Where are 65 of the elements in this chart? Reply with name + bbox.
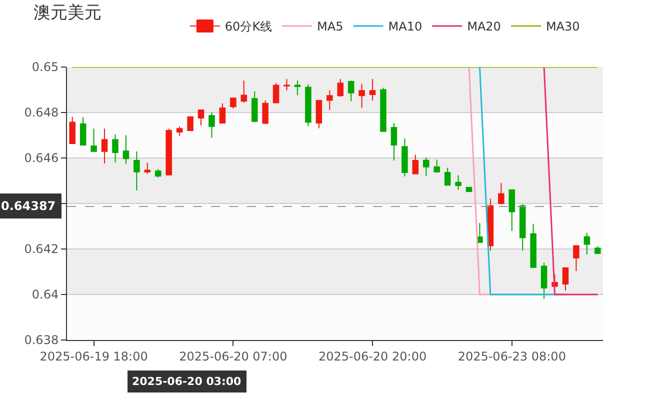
candlestick — [240, 80, 248, 104]
candlestick — [272, 82, 280, 104]
candlestick — [262, 100, 268, 125]
candlestick — [455, 174, 462, 190]
candlestick — [422, 156, 430, 176]
candlestick — [305, 84, 312, 127]
x-tick-label: 2025-06-19 18:00 — [40, 349, 148, 364]
legend-label: MA20 — [467, 20, 501, 34]
y-tick-label: 0.646 — [24, 151, 59, 166]
y-tick-label: 0.648 — [24, 106, 59, 120]
candlestick — [176, 126, 183, 136]
candlestick — [90, 128, 97, 152]
chart-title: 澳元美元 — [34, 2, 102, 23]
candlestick — [208, 112, 215, 138]
x-tick-label: 2025-06-20 07:00 — [179, 349, 288, 364]
text: 2025-06-20 03:00 — [132, 375, 242, 388]
candlestick — [144, 162, 151, 174]
candlestick — [122, 134, 130, 164]
candlestick — [80, 116, 86, 146]
candlestick — [316, 100, 322, 129]
candlestick — [380, 87, 386, 132]
x-tick-label: 2025-06-20 20:00 — [318, 349, 427, 364]
candlestick — [594, 246, 601, 254]
candlestick — [198, 110, 204, 126]
legend-label: MA5 — [317, 20, 344, 34]
candlestick — [358, 83, 365, 108]
x-tick-label: 2025-06-23 08:00 — [458, 349, 566, 364]
candlestick — [434, 159, 440, 172]
candlestick — [369, 78, 376, 101]
ref-line-label: 0.64387 — [1, 199, 56, 213]
candlestick — [508, 189, 516, 232]
candlestick — [187, 116, 194, 131]
legend-label: 60分K线 — [224, 20, 272, 34]
candlestick — [101, 128, 108, 164]
candlestick — [112, 134, 118, 163]
candlestick — [530, 223, 536, 268]
candlestick — [466, 186, 472, 192]
candlestick — [402, 138, 408, 177]
candlestick — [326, 90, 333, 110]
candlestick — [540, 262, 548, 300]
y-tick-label: 0.64 — [32, 288, 59, 302]
candlestick — [219, 102, 226, 124]
candlestick — [154, 168, 162, 178]
candlestick — [251, 90, 258, 123]
legend-label: MA30 — [546, 20, 580, 34]
candlestick — [573, 245, 580, 272]
candlestick — [337, 78, 344, 98]
candlestick — [498, 182, 504, 205]
candlestick — [519, 204, 526, 252]
candlestick — [134, 150, 140, 192]
candlestick — [284, 78, 290, 91]
candlestick — [412, 154, 419, 174]
y-tick-label: 0.638 — [24, 333, 59, 348]
candlestick — [69, 116, 76, 144]
candlestick — [562, 267, 569, 292]
candlestick — [294, 80, 301, 96]
candlestick — [166, 128, 172, 176]
candlestick — [390, 122, 398, 161]
y-tick-label: 0.65 — [32, 60, 59, 74]
candlestick — [230, 98, 236, 110]
candlestick — [444, 167, 451, 186]
legend-label: MA10 — [388, 20, 422, 34]
y-tick-label: 0.642 — [24, 242, 59, 256]
candlestick — [348, 80, 354, 102]
candlestick — [584, 232, 590, 255]
